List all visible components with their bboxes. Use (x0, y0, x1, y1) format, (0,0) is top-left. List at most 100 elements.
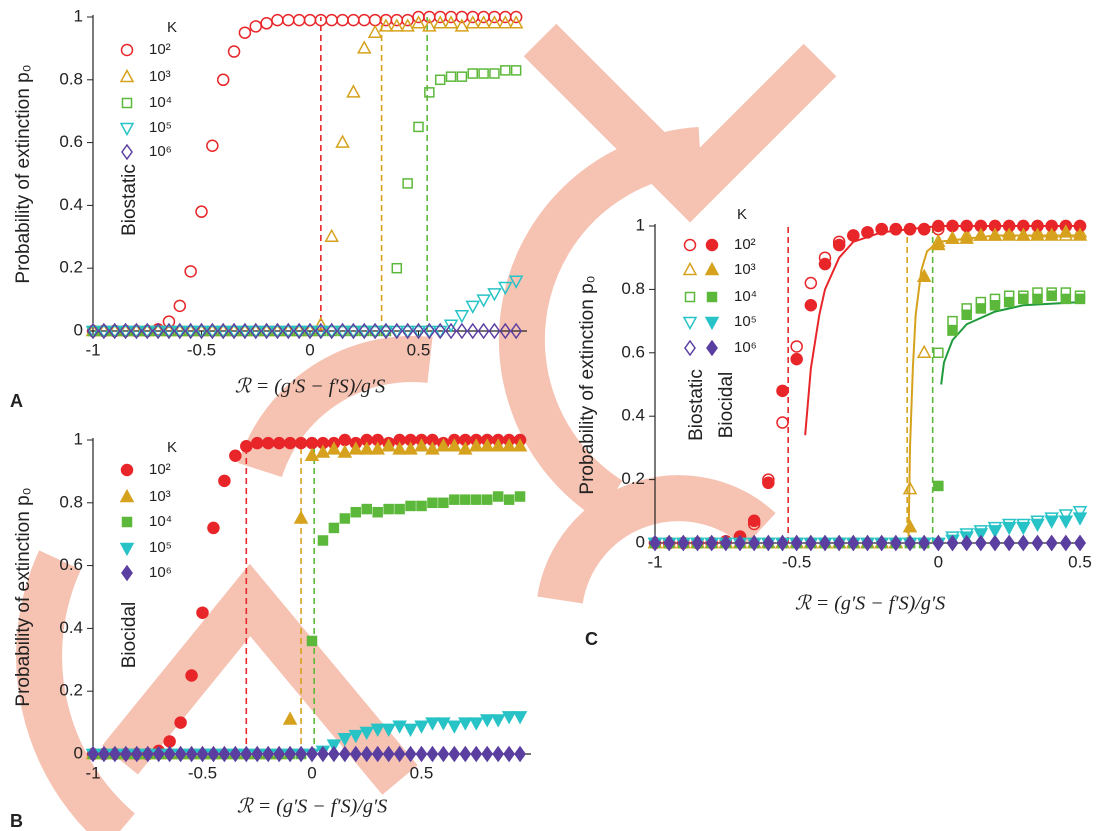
marker (417, 501, 426, 510)
marker (479, 69, 488, 78)
x-tick-label: -1 (647, 552, 662, 571)
y-tick-label: 0.6 (621, 342, 645, 361)
marker (482, 747, 492, 761)
y-tick-label: 0.4 (59, 195, 83, 214)
y-tick-label: 0.8 (59, 492, 83, 511)
marker (294, 15, 305, 26)
marker (306, 449, 318, 460)
marker (392, 264, 401, 273)
marker (488, 289, 500, 300)
marker (834, 240, 845, 251)
marker (749, 515, 760, 526)
marker (305, 15, 316, 26)
legend-marker (121, 71, 133, 82)
marker (890, 224, 901, 235)
marker (437, 718, 449, 729)
marker (219, 475, 230, 486)
marker (1047, 291, 1056, 300)
marker (339, 446, 351, 457)
marker (164, 736, 175, 747)
marker (326, 15, 337, 26)
marker (1017, 523, 1029, 534)
y-tick-label: 1 (74, 6, 83, 25)
x-tick-label: 0.5 (1068, 552, 1092, 571)
marker (504, 747, 514, 761)
x-tick-label: 0.5 (410, 763, 434, 782)
marker (1033, 536, 1043, 550)
marker (481, 715, 493, 726)
legend-marker (123, 518, 132, 527)
marker (197, 607, 208, 618)
marker (252, 438, 263, 449)
marker (373, 508, 382, 517)
marker (329, 747, 339, 761)
marker (948, 326, 957, 335)
marker (438, 747, 448, 761)
marker (1076, 294, 1085, 303)
legend-marker (123, 99, 132, 108)
y-tick-label: 0.8 (621, 279, 645, 298)
legend-marker (122, 465, 133, 476)
marker (471, 747, 481, 761)
y-tick-label: 0 (74, 320, 83, 339)
marker (1003, 523, 1015, 534)
y-tick-label: 0.4 (621, 406, 645, 425)
legend-label: 10² (149, 41, 171, 58)
marker (470, 718, 482, 729)
marker (459, 718, 471, 729)
legend-title: K (167, 439, 177, 456)
marker (805, 278, 816, 289)
marker (406, 501, 415, 510)
legend-label: 10⁶ (149, 143, 172, 160)
marker (370, 15, 381, 26)
marker (961, 221, 972, 232)
marker (1075, 536, 1085, 550)
marker (229, 46, 240, 57)
x-tick-label: -0.5 (187, 340, 216, 359)
marker (285, 438, 296, 449)
annotation: Biocidal (716, 372, 737, 439)
marker (208, 522, 219, 533)
legend-marker (685, 240, 696, 251)
marker (905, 224, 916, 235)
theory-curve (909, 236, 1080, 537)
marker (492, 715, 504, 726)
legend-label: 10⁵ (149, 119, 172, 136)
marker (359, 15, 370, 26)
marker (468, 69, 477, 78)
y-tick-label: 0.8 (59, 69, 83, 88)
marker (351, 508, 360, 517)
legend-marker (707, 341, 717, 355)
marker (1046, 516, 1058, 527)
marker (483, 495, 492, 504)
panel-label: A (10, 391, 23, 411)
marker (207, 140, 218, 151)
marker (876, 224, 887, 235)
marker (472, 495, 481, 504)
marker (295, 512, 307, 523)
marker (478, 295, 490, 306)
y-axis-label: Probability of extinction p₀ (13, 487, 34, 706)
marker (449, 747, 459, 761)
marker (947, 232, 959, 243)
marker (405, 724, 417, 735)
marker (763, 477, 774, 488)
marker (450, 495, 459, 504)
legend-marker (122, 566, 132, 580)
marker (230, 450, 241, 461)
panel-label: B (10, 811, 23, 831)
legend-label: 10³ (734, 261, 756, 278)
legend-label: 10⁶ (149, 564, 172, 581)
marker (196, 206, 207, 217)
annotation: Biostatic (686, 369, 707, 441)
marker (791, 354, 802, 365)
marker (174, 300, 185, 311)
legend-title: K (737, 206, 747, 223)
marker (515, 747, 525, 761)
marker (239, 27, 250, 38)
legend-label: 10⁴ (734, 288, 757, 305)
y-axis-label: Probability of extinction p₀ (577, 275, 598, 494)
marker (516, 492, 525, 501)
legend-label: 10⁶ (734, 339, 757, 356)
marker (296, 438, 307, 449)
